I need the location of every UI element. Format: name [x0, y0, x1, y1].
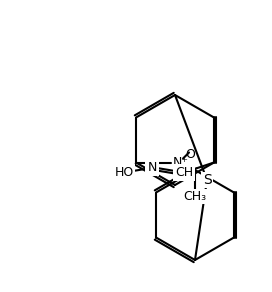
Text: CH: CH	[175, 166, 193, 179]
Text: O⁻: O⁻	[185, 164, 202, 177]
Text: CH₃: CH₃	[183, 190, 206, 203]
Text: N⁺: N⁺	[173, 156, 189, 169]
Text: S: S	[203, 173, 211, 187]
Text: HO: HO	[114, 166, 134, 179]
Text: O: O	[185, 148, 195, 161]
Text: N: N	[147, 161, 157, 174]
